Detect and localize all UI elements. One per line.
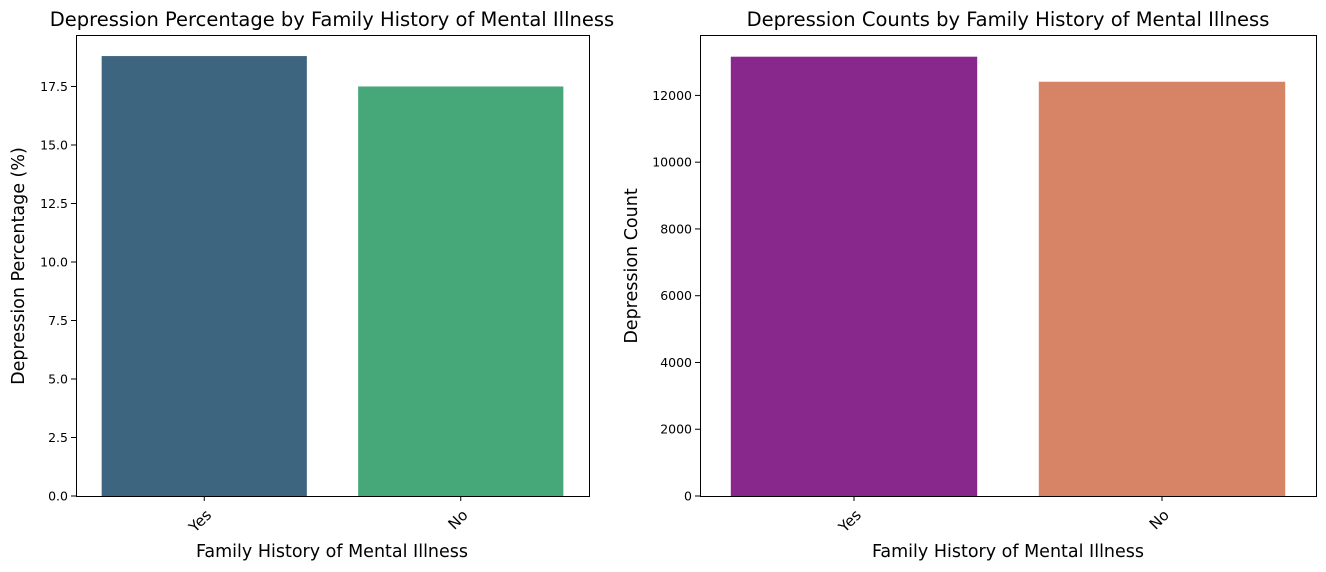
- y-tick-label: 0.0: [48, 489, 68, 504]
- y-tick-label: 8000: [660, 221, 692, 236]
- bar-no: [358, 86, 564, 496]
- x-axis-label: Family History of Mental Illness: [196, 542, 468, 562]
- y-tick-label: 10000: [652, 155, 692, 170]
- y-tick-label: 2000: [660, 422, 692, 437]
- bar-no: [1038, 81, 1286, 496]
- x-tick-label: Yes: [185, 506, 216, 537]
- count-chart: Depression Counts by Family History of M…: [622, 8, 1317, 562]
- y-tick-label: 7.5: [48, 313, 68, 328]
- y-tick-label: 0: [684, 489, 692, 504]
- y-tick-label: 17.5: [40, 79, 68, 94]
- bar-yes: [730, 56, 978, 496]
- y-axis-ticks: 0.0 2.5 5.0 7.5 10.0 12.5 15.0 17.5: [40, 79, 76, 504]
- y-tick-label: 4000: [660, 355, 692, 370]
- y-tick-label: 12000: [652, 88, 692, 103]
- y-tick-label: 10.0: [40, 254, 68, 269]
- y-axis-label: Depression Percentage (%): [9, 147, 29, 385]
- plot-frame: [76, 35, 590, 497]
- y-tick-label: 6000: [660, 288, 692, 303]
- y-tick-label: 12.5: [40, 196, 68, 211]
- y-axis-label: Depression Count: [622, 188, 642, 343]
- y-tick-label: 15.0: [40, 137, 68, 152]
- y-tick-label: 2.5: [48, 430, 68, 445]
- percentage-chart: Depression Percentage by Family History …: [9, 8, 614, 562]
- y-axis-ticks: 0 2000 4000 6000 8000 10000 12000: [652, 88, 700, 504]
- plot-frame: [700, 35, 1317, 497]
- y-tick-label: 5.0: [48, 371, 68, 386]
- x-tick-label: No: [1146, 506, 1173, 533]
- x-tick-label: Yes: [834, 506, 865, 537]
- bar-yes: [101, 56, 307, 496]
- x-axis-ticks: Yes No: [834, 496, 1173, 537]
- bars: [730, 56, 1286, 496]
- x-axis-ticks: Yes No: [185, 496, 472, 537]
- bars: [101, 56, 564, 496]
- chart-title: Depression Percentage by Family History …: [50, 8, 614, 31]
- x-tick-label: No: [444, 506, 471, 533]
- chart-title: Depression Counts by Family History of M…: [747, 8, 1270, 31]
- x-axis-label: Family History of Mental Illness: [872, 542, 1144, 562]
